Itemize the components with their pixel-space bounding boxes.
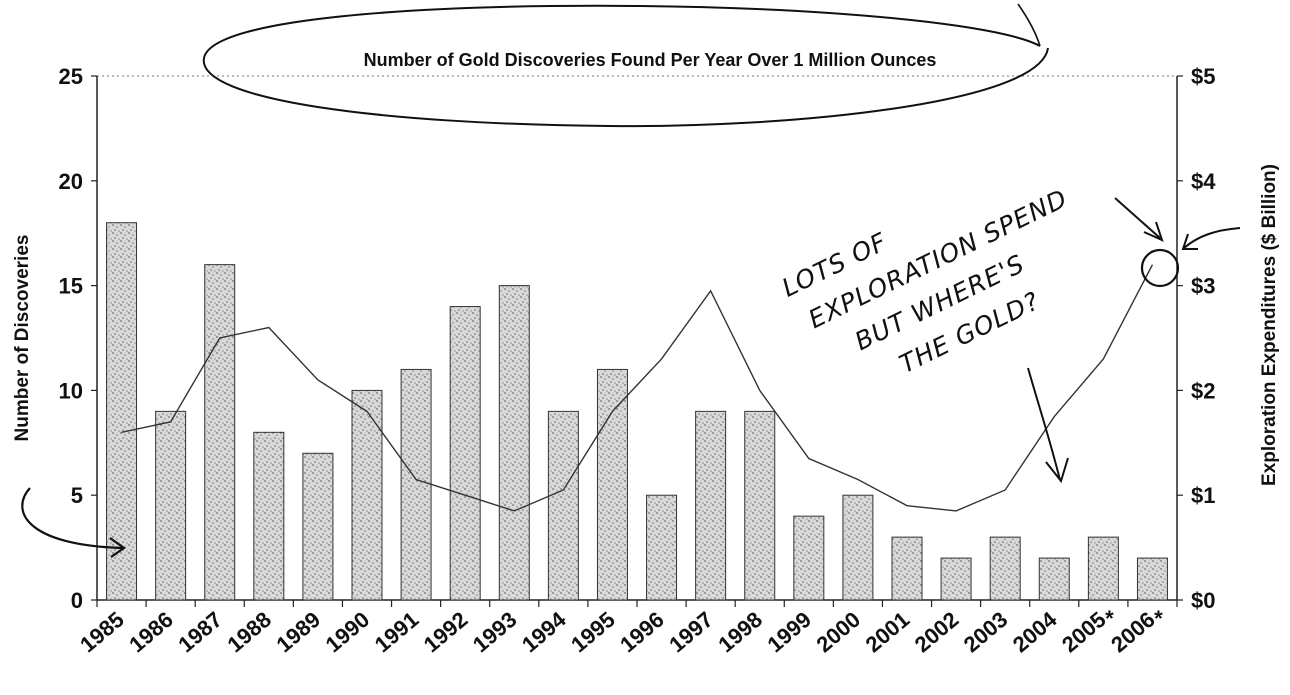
y-tick-label-25: 25 — [59, 64, 83, 89]
x-tick-label-1998: 1998 — [713, 607, 767, 658]
expenditure-line — [121, 264, 1154, 512]
x-tick-label-1999: 1999 — [762, 607, 816, 658]
y2-tick-label-0: $0 — [1191, 588, 1215, 613]
x-tick-label-1990: 1990 — [321, 607, 375, 658]
bar-2005 — [1087, 536, 1119, 601]
bar-1994 — [547, 410, 579, 601]
x-tick-label-2000: 2000 — [812, 607, 866, 658]
y2-axis-title: Exploration Expenditures ($ Billion) — [1259, 164, 1280, 486]
y2-tick-label-2: $2 — [1191, 378, 1215, 403]
y-tick-label-20: 20 — [59, 169, 83, 194]
x-tick-label-1985: 1985 — [75, 607, 129, 658]
y2-tick-label-3: $3 — [1191, 274, 1215, 299]
bar-1998 — [744, 410, 776, 601]
bar-1987 — [204, 264, 236, 601]
y-tick-label-10: 10 — [59, 378, 83, 403]
arrow-to-circle — [1114, 197, 1161, 239]
x-tick-label-2002: 2002 — [910, 607, 964, 658]
bar-2003 — [989, 536, 1021, 601]
y2-tick-label-4: $4 — [1191, 169, 1216, 194]
bar-1996 — [646, 494, 678, 601]
bar-2004 — [1038, 557, 1070, 601]
x-tick-label-2004: 2004 — [1008, 606, 1062, 657]
x-tick-label-1986: 1986 — [124, 607, 178, 658]
y2-tick-label-1: $1 — [1191, 483, 1215, 508]
y-tick-label-15: 15 — [59, 274, 83, 299]
arrow-to-y2-axis — [1183, 227, 1241, 249]
expenditure-line-layer — [121, 264, 1154, 512]
x-tick-label-1996: 1996 — [615, 607, 669, 658]
bar-2001 — [891, 536, 923, 601]
y2-tick-label-5: $5 — [1191, 64, 1215, 89]
left-arrow-head — [109, 537, 126, 558]
bar-1988 — [253, 431, 285, 601]
x-tick-label-2003: 2003 — [959, 607, 1013, 658]
bars-layer — [106, 222, 1168, 601]
arrow-to-low-bars-head — [1045, 457, 1069, 484]
x-tick-label-1997: 1997 — [664, 607, 718, 658]
bar-1990 — [351, 389, 383, 601]
x-tick-label-1994: 1994 — [517, 606, 571, 657]
bar-1985 — [106, 222, 138, 601]
x-tick-label-1995: 1995 — [566, 607, 620, 658]
title-ellipse-tail — [1017, 3, 1041, 47]
x-tick-label-1989: 1989 — [272, 607, 326, 658]
y-axis-title: Number of Discoveries — [12, 235, 33, 442]
bar-1986 — [155, 410, 187, 601]
bar-1995 — [596, 368, 628, 601]
x-tick-label-2005: 2005 — [1057, 607, 1111, 658]
bar-1989 — [302, 452, 334, 601]
y-tick-label-0: 0 — [71, 588, 83, 613]
x-tick-label-1991: 1991 — [370, 607, 424, 658]
arrow-to-low-bars — [1027, 367, 1061, 481]
x-tick-label-1993: 1993 — [468, 607, 522, 658]
x-tick-label-1992: 1992 — [419, 607, 473, 658]
x-tick-label-2001: 2001 — [861, 607, 915, 658]
arrow-to-y2-axis-head — [1181, 233, 1198, 250]
left-curved-arrow — [21, 487, 123, 550]
y-tick-label-5: 5 — [71, 483, 83, 508]
footnote-mark-2006: * — [1154, 606, 1163, 631]
title-ellipse-annotation — [202, 4, 1049, 128]
bar-1992 — [449, 306, 481, 601]
handwritten-note: LOTS OF EXPLORATION SPEND BUT WHERE'S TH… — [777, 184, 1072, 379]
bar-1991 — [400, 368, 432, 601]
arrow-to-circle-head — [1143, 221, 1164, 242]
bar-2002 — [940, 557, 972, 601]
bar-1999 — [793, 515, 825, 601]
bar-2000 — [842, 494, 874, 601]
bar-1993 — [498, 285, 530, 601]
footnote-mark-2005: * — [1105, 606, 1114, 631]
bar-2006 — [1136, 557, 1168, 601]
bar-1997 — [695, 410, 727, 601]
x-tick-label-1987: 1987 — [173, 607, 227, 658]
peak-circle-annotation — [1140, 248, 1180, 288]
chart-title: Number of Gold Discoveries Found Per Yea… — [364, 50, 937, 70]
x-tick-label-2006: 2006 — [1106, 607, 1160, 658]
x-tick-label-1988: 1988 — [222, 607, 276, 658]
